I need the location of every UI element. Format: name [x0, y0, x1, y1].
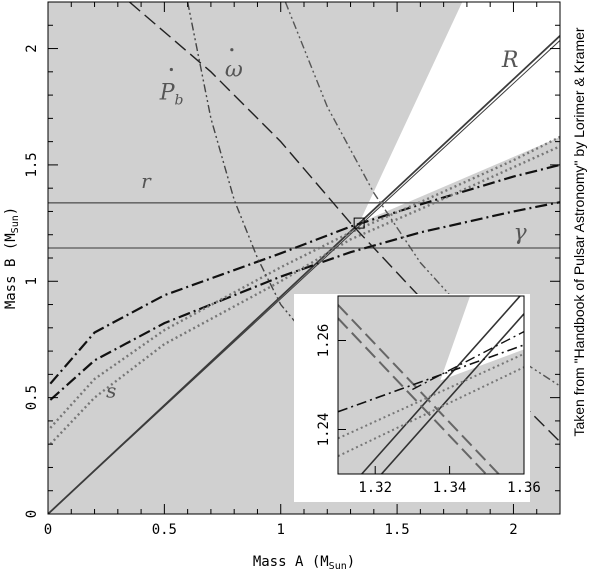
chart-labels: Rr γ s ω Pb Taken from "Handbook of Pulsar As…	[106, 27, 587, 436]
inset-clip-group	[338, 296, 524, 474]
inset-x-tick-label: 1.36	[507, 480, 541, 496]
side-note: Taken from "Handbook of Pulsar Astronomy…	[571, 27, 587, 436]
inset-s-2	[338, 366, 524, 458]
inset-plot-area: 1.32 1.34 1.36 1.24 1.26	[294, 294, 541, 502]
label-gamma: γ	[513, 220, 527, 245]
x-tick-label: 0	[44, 522, 52, 538]
inset-y-tick-label: 1.26	[316, 324, 332, 358]
series-lower-s	[49, 145, 560, 446]
y-tick-label: 1.5	[24, 152, 40, 177]
series-R	[48, 35, 560, 514]
main-axes: 00 0.5 0.5 1 1 1.5 1.5 2 2 Mass A (MSun) Mass B (M…	[3, 1, 561, 572]
x-tick-label: 1	[277, 522, 285, 538]
inset-y-tick-label: 1.24	[316, 413, 332, 447]
omega-dot-dot	[230, 48, 234, 52]
y-axis-title: Mass B (MSun)	[3, 207, 21, 309]
inset-x-tick-label: 1.32	[358, 480, 392, 496]
label-r: r	[141, 169, 152, 193]
inset-omega-2	[338, 317, 488, 474]
label-omega-dot: ω	[225, 57, 243, 82]
series-omega-dot	[128, 2, 560, 443]
x-tick-label: 2	[509, 522, 517, 538]
inset-omega-1	[338, 304, 501, 474]
y-tick-label: 0	[24, 510, 40, 518]
y-tick-label: 1	[24, 277, 40, 285]
y-tick-label: 0.5	[24, 385, 40, 410]
series-upper-s	[49, 135, 560, 429]
x-tick-label: 0.5	[152, 522, 177, 538]
series-lower-gamma	[49, 201, 560, 401]
label-R: R	[501, 48, 519, 73]
inset-gamma-2	[412, 330, 524, 391]
label-s: s	[106, 379, 116, 403]
pb-dot-dot	[169, 67, 173, 72]
y-tick-label: 2	[24, 44, 40, 52]
inset-s-1	[338, 352, 524, 440]
intersection-box	[353, 217, 365, 229]
inset-frame	[337, 295, 525, 475]
label-pb-dot: Pb	[159, 81, 184, 109]
x-tick-label: 1.5	[384, 522, 409, 538]
series-R-lower	[48, 40, 560, 514]
inset-R-lower	[380, 313, 524, 474]
inset-gamma-1	[338, 344, 524, 413]
x-axis-title: Mass A (MSun)	[253, 554, 355, 572]
allowed-region	[359, 2, 560, 224]
inset-R-upper	[360, 296, 522, 474]
inset-x-tick-label: 1.34	[433, 480, 467, 496]
